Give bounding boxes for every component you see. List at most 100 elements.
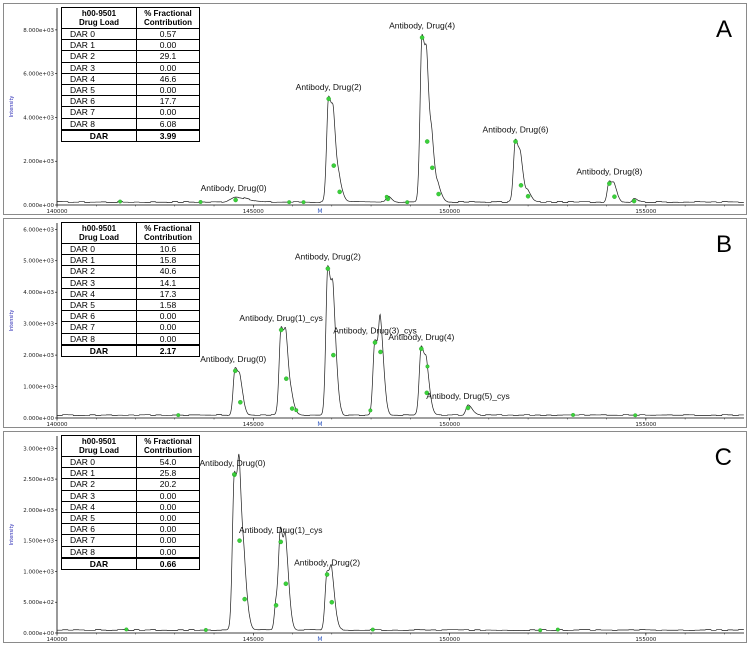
peak-marker [518, 183, 524, 188]
peak-label: Antibody, Drug(0) [201, 183, 267, 193]
x-marker-m: M [317, 421, 322, 427]
fraction-cell: 0.00 [136, 61, 200, 74]
peak-marker [242, 596, 247, 602]
peak-marker [631, 198, 637, 204]
baseline-marker [555, 627, 560, 632]
baseline-marker [405, 200, 410, 205]
table-row: DAR 4 46.6 [61, 72, 200, 85]
dar-table-c: h00-9501 Drug Load% Fractional Contribut… [61, 435, 200, 570]
drug-load-cell: DAR 3 [61, 61, 137, 74]
drug-load-cell: DAR 7 [61, 106, 137, 119]
dar-table-b: h00-9501 Drug Load% Fractional Contribut… [61, 222, 200, 357]
table-row: DAR 3 14.1 [61, 276, 200, 289]
fraction-cell: 17.3 [136, 287, 200, 300]
x-tick-label: 140000 [47, 637, 68, 642]
x-marker-m: M [317, 208, 322, 214]
peak-label: Antibody, Drug(6) [483, 125, 549, 135]
peak-marker [465, 405, 471, 411]
table-row: DAR 3 0.00 [61, 61, 200, 74]
y-tick-label: 1.000e+03 [23, 385, 54, 391]
peak-label: Antibody, Drug(2) [295, 252, 361, 262]
drug-load-cell: DAR 5 [61, 298, 137, 312]
table-row: DAR 8 0.00 [61, 332, 200, 346]
table-header-row: h00-9501 Drug Load% Fractional Contribut… [61, 7, 200, 29]
table-row: DAR 4 17.3 [61, 287, 200, 300]
y-tick-label: 2.000e+03 [23, 508, 54, 514]
table-row: DAR 5 0.00 [61, 511, 200, 525]
peak-marker [326, 96, 331, 102]
peak-marker [331, 163, 337, 168]
y-tick-label: 2.000e+03 [23, 353, 54, 359]
peak-marker [607, 181, 612, 186]
x-tick-label: 145000 [243, 637, 264, 642]
peak-label: Antibody, Drug(3)_cys [333, 326, 416, 336]
table-row: DAR 8 0.00 [61, 545, 200, 559]
drug-load-cell: DAR 8 [61, 545, 137, 559]
drug-load-cell: DAR 8 [61, 332, 137, 346]
y-tick-label: 6.000e+03 [23, 227, 54, 233]
peak-marker [278, 539, 284, 545]
drug-load-cell: DAR 5 [61, 83, 137, 97]
fraction-cell: 0.57 [136, 27, 200, 41]
peak-label: Antibody, Drug(2) [296, 82, 362, 92]
peak-marker [525, 193, 531, 199]
drug-load-cell: DAR 2 [61, 50, 137, 63]
peak-label: Antibody, Drug(2) [294, 558, 360, 568]
fraction-cell: 20.2 [136, 478, 200, 491]
spectrum-plot-b: 0.000e+00 1.000e+03 2.000e+03 3.000e+03 4.00… [9, 223, 744, 427]
table-row: DAR 6 17.7 [61, 95, 200, 108]
fraction-cell: 0.00 [136, 511, 200, 525]
y-tick-label: 5.000e+03 [23, 259, 54, 265]
table-total-row: DAR 3.99 [61, 128, 200, 142]
fraction-cell: 0.00 [136, 39, 200, 52]
baseline-marker [538, 628, 543, 633]
peak-label: Antibody, Drug(5)_cys [426, 391, 509, 401]
x-tick-label: 150000 [439, 209, 460, 214]
fraction-cell: 6.08 [136, 117, 200, 131]
x-tick-label: 145000 [243, 209, 264, 214]
baseline-marker [368, 408, 373, 413]
drug-load-cell: DAR 1 [61, 467, 137, 480]
peak-marker [419, 35, 425, 40]
table-row: DAR 5 0.00 [61, 83, 200, 97]
peak-marker [430, 165, 435, 171]
table-row: DAR 0 54.0 [61, 455, 200, 469]
drug-load-cell: DAR 6 [61, 95, 137, 108]
fraction-cell: 0.00 [136, 83, 200, 97]
baseline-marker [301, 200, 306, 205]
y-tick-label: 8.000e+03 [23, 28, 54, 34]
peak-label: Antibody, Drug(4) [389, 21, 455, 31]
peak-label: Antibody, Drug(0) [200, 354, 266, 364]
drug-load-cell: DAR 7 [61, 534, 137, 547]
y-tick-label: 2.000e+03 [23, 159, 54, 165]
y-tick-label: 1.500e+03 [23, 539, 54, 545]
table-row: DAR 7 0.00 [61, 106, 200, 119]
spectrum-plot-a: 0.000e+00 2.000e+03 4.000e+03 6.000e+03 8.00… [9, 8, 744, 214]
x-tick-label: 155000 [635, 637, 656, 642]
drug-load-cell: DAR 2 [61, 478, 137, 491]
drug-load-cell: DAR 0 [61, 27, 137, 41]
fraction-cell: 29.1 [136, 50, 200, 63]
table-row: DAR 0 10.6 [61, 242, 200, 256]
chart-panel-c: 0.000e+00 5.000e+02 1.000e+03 1.500e+03 2.00… [3, 431, 747, 643]
peak-marker [337, 189, 342, 195]
peak-marker [513, 139, 518, 144]
peak-marker [324, 572, 330, 577]
spectrum-trace [57, 264, 744, 417]
peak-marker [424, 390, 430, 396]
baseline-marker [425, 364, 430, 369]
fraction-cell: 25.8 [136, 467, 200, 480]
drug-load-cell: DAR 6 [61, 523, 137, 536]
peak-marker [436, 191, 441, 197]
peak-marker [238, 400, 243, 405]
y-tick-label: 6.000e+03 [23, 72, 54, 78]
peak-marker [278, 327, 284, 333]
peak-label: Antibody, Drug(1)_cys [239, 313, 322, 323]
table-row: DAR 6 0.00 [61, 523, 200, 536]
y-tick-label: 0.000e+00 [23, 416, 54, 422]
y-tick-label: 2.500e+03 [23, 477, 54, 483]
spectrum-plot-c: 0.000e+00 5.000e+02 1.000e+03 1.500e+03 2.00… [9, 436, 744, 642]
fraction-cell: 0.00 [136, 545, 200, 559]
fraction-cell: 17.7 [136, 95, 200, 108]
baseline-marker [232, 472, 237, 477]
